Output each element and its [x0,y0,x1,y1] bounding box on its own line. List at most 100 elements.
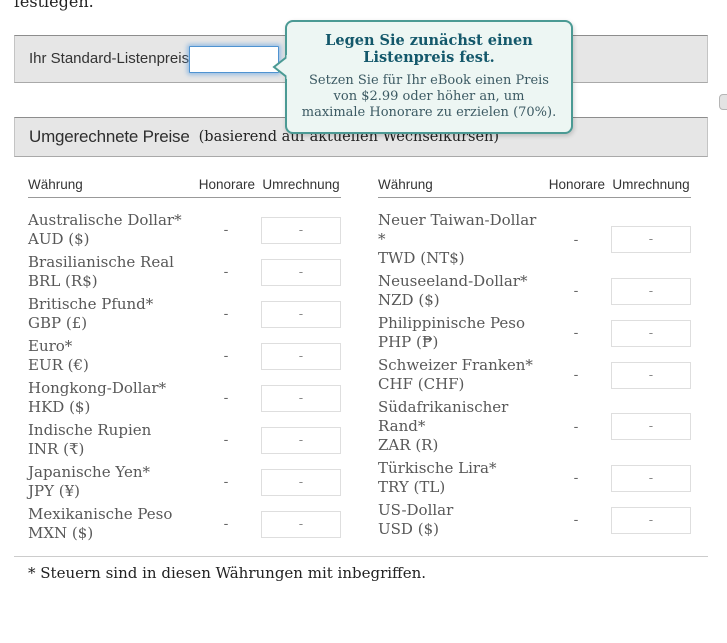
conversion-input[interactable] [261,300,341,328]
currency-title: Australische Dollar* [28,211,182,229]
currency-row: Hongkong-Dollar* HKD ($) - [28,379,341,417]
tax-footnote: * Steuern sind in diesen Währungen mit i… [28,564,427,582]
list-price-label: Ihr Standard-Listenpreis: [29,50,194,67]
conversion-input[interactable] [611,464,691,492]
currency-title: Brasilianische Real [28,253,174,271]
conversion-input[interactable] [611,506,691,534]
conversion-input[interactable] [261,426,341,454]
currency-name: Brasilianische Real BRL (R$) [28,253,191,291]
currency-title: Japanische Yen* [28,463,150,481]
currency-code: MXN ($) [28,524,94,542]
currency-title: Hongkong-Dollar* [28,379,167,397]
currency-name: Australische Dollar* AUD ($) [28,211,191,249]
royalty-value: - [223,474,229,490]
conversion-input[interactable] [611,319,691,347]
currency-title: US-Dollar [378,501,454,519]
col-header-royalty: Honorare [198,177,255,192]
currency-name: Neuer Taiwan-Dollar * TWD (NT$) [378,211,541,268]
currency-title: Indische Rupien [28,421,152,439]
currency-row: Japanische Yen* JPY (¥) - [28,463,341,501]
currency-title: Türkische Lira* [378,459,497,477]
currency-code: ZAR (R) [378,436,439,454]
currency-name: Britische Pfund* GBP (£) [28,295,191,333]
currency-row: Britische Pfund* GBP (£) - [28,295,341,333]
currency-code: AUD ($) [28,230,90,248]
section-title: Umgerechnete Preise [29,127,190,146]
conversion-input[interactable] [611,277,691,305]
table-header-row: Währung Honorare Umrechnung [28,177,341,198]
royalty-value: - [223,516,229,532]
royalty-value: - [573,283,579,299]
currency-name: Japanische Yen* JPY (¥) [28,463,191,501]
tooltip-left-arrow-icon [272,55,288,79]
currency-code: PHP (₱) [378,333,439,351]
currency-title: Neuseeland-Dollar* [378,272,528,290]
conversion-input[interactable] [611,226,691,253]
royalty-value: - [573,512,579,528]
conversion-input[interactable] [611,413,691,440]
list-price-input[interactable] [189,46,279,73]
currency-name: Hongkong-Dollar* HKD ($) [28,379,191,417]
tooltip-title: Legen Sie zunächst einen Listenpreis fes… [325,32,533,66]
conversion-input[interactable] [261,510,341,538]
currency-code: NZD ($) [378,291,440,309]
royalty-value: - [223,348,229,364]
royalty-value: - [223,222,229,238]
table-body: Neuer Taiwan-Dollar * TWD (NT$) - Neusee… [378,211,691,539]
currency-name: Neuseeland-Dollar* NZD ($) [378,272,541,310]
currency-row: US-Dollar USD ($) - [378,501,691,539]
intro-text-clipped: festlegen. [14,0,94,11]
conversion-input[interactable] [261,384,341,412]
currency-name: Indische Rupien INR (₹) [28,421,191,459]
table-header-row: Währung Honorare Umrechnung [378,177,691,198]
currency-name: Schweizer Franken* CHF (CHF) [378,356,541,394]
conversion-input[interactable] [261,258,341,286]
currency-title: Schweizer Franken* [378,356,533,374]
currency-row: Mexikanische Peso MXN ($) - [28,505,341,543]
currency-title: Neuer Taiwan-Dollar * [378,211,537,248]
currency-name: Philippinische Peso PHP (₱) [378,314,541,352]
currency-title: Britische Pfund* [28,295,154,313]
table-body: Australische Dollar* AUD ($) - Brasilian… [28,211,341,543]
royalty-value: - [573,418,579,435]
currency-title: Philippinische Peso [378,314,526,332]
royalty-value: - [573,325,579,341]
currency-code: GBP (£) [28,314,88,332]
col-header-currency: Währung [28,177,83,192]
list-price-tooltip: Legen Sie zunächst einen Listenpreis fes… [272,20,573,134]
clipped-edge-element [719,94,727,110]
currency-row: Neuer Taiwan-Dollar * TWD (NT$) - [378,211,691,268]
royalty-value: - [573,367,579,383]
currency-name: Euro* EUR (€) [28,337,191,375]
currency-name: Türkische Lira* TRY (TL) [378,459,541,497]
currency-code: EUR (€) [28,356,89,374]
conversion-input[interactable] [261,216,341,244]
currency-code: CHF (CHF) [378,375,465,393]
currency-row: Schweizer Franken* CHF (CHF) - [378,356,691,394]
conversion-input[interactable] [261,468,341,496]
col-header-currency: Währung [378,177,433,192]
currency-table-right: Währung Honorare Umrechnung Neuer Taiwan… [378,177,691,543]
footer-divider [14,556,708,557]
col-header-conversion: Umrechnung [262,177,340,192]
currency-row: Neuseeland-Dollar* NZD ($) - [378,272,691,310]
currency-row: Südafrikanischer Rand* ZAR (R) - [378,398,691,455]
royalty-value: - [573,470,579,486]
tooltip-body: Setzen Sie für Ihr eBook einen Preis von… [301,73,557,120]
currency-code: HKD ($) [28,398,91,416]
currency-code: USD ($) [378,520,439,538]
currency-row: Brasilianische Real BRL (R$) - [28,253,341,291]
conversion-input[interactable] [611,361,691,389]
royalty-value: - [223,432,229,448]
currency-code: INR (₹) [28,440,85,458]
currency-title: Südafrikanischer Rand* [378,398,509,435]
currency-name: Mexikanische Peso MXN ($) [28,505,191,543]
royalty-value: - [223,306,229,322]
conversion-input[interactable] [261,342,341,370]
currency-row: Indische Rupien INR (₹) - [28,421,341,459]
currency-code: BRL (R$) [28,272,98,290]
currency-row: Türkische Lira* TRY (TL) - [378,459,691,497]
royalty-value: - [573,231,579,248]
royalty-value: - [223,390,229,406]
